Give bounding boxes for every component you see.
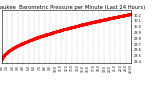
Title: Milwaukee  Barometric Pressure per Minute (Last 24 Hours): Milwaukee Barometric Pressure per Minute… — [0, 5, 145, 10]
